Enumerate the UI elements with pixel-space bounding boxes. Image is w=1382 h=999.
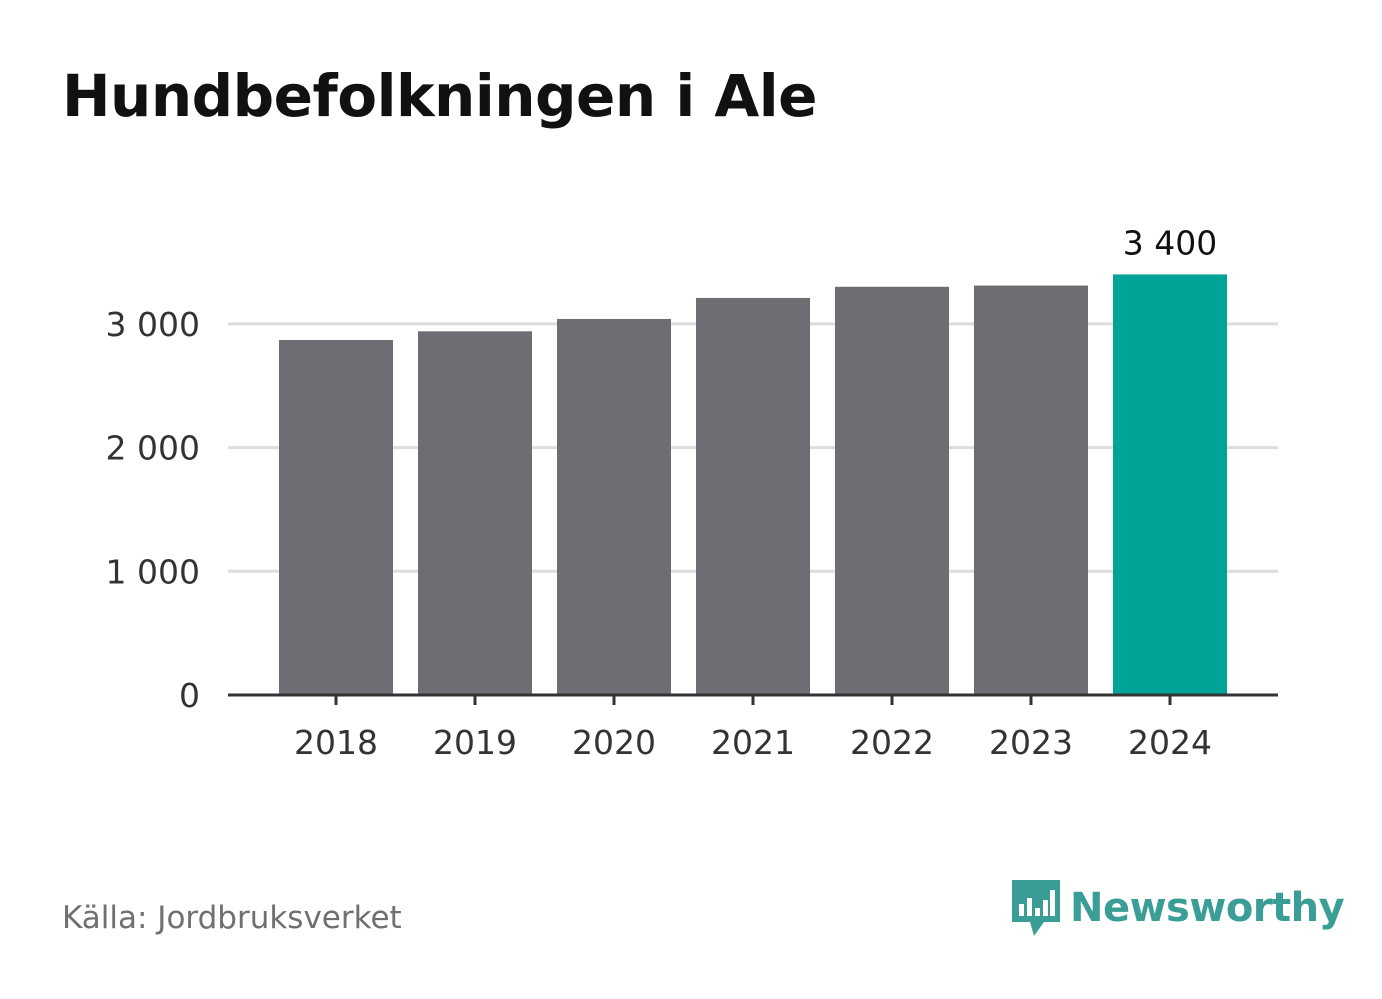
bar xyxy=(1113,274,1227,695)
y-tick-label: 1 000 xyxy=(106,552,200,591)
chart-title: Hundbefolkningen i Ale xyxy=(62,62,818,130)
x-tick-label: 2022 xyxy=(850,723,934,762)
x-tick-label: 2024 xyxy=(1128,723,1212,762)
bar xyxy=(557,318,671,695)
bar xyxy=(418,331,532,695)
x-tick-label: 2018 xyxy=(294,723,378,762)
bar xyxy=(696,297,810,695)
labels: 0 1 000 2 000 3 000 2018 2019 2020 2021 2022 2023… xyxy=(106,223,1218,762)
bar xyxy=(835,286,949,695)
source-note: Källa: Jordbruksverket xyxy=(62,900,402,936)
newsworthy-logo: Newsworthy xyxy=(1010,878,1345,938)
x-tick-label: 2021 xyxy=(711,723,795,762)
data-label: 3 400 xyxy=(1123,223,1217,262)
x-tick-label: 2019 xyxy=(433,723,517,762)
newsworthy-logo-icon xyxy=(1012,880,1060,936)
brand-name: Newsworthy xyxy=(1070,885,1345,931)
bars xyxy=(279,274,1227,695)
y-tick-label: 3 000 xyxy=(106,305,200,344)
y-tick-label: 0 xyxy=(179,676,200,715)
axes xyxy=(228,693,1278,705)
bar xyxy=(974,285,1088,695)
bar xyxy=(279,339,393,695)
y-tick-label: 2 000 xyxy=(106,429,200,468)
x-tick-label: 2023 xyxy=(989,723,1073,762)
x-tick-label: 2020 xyxy=(572,723,656,762)
